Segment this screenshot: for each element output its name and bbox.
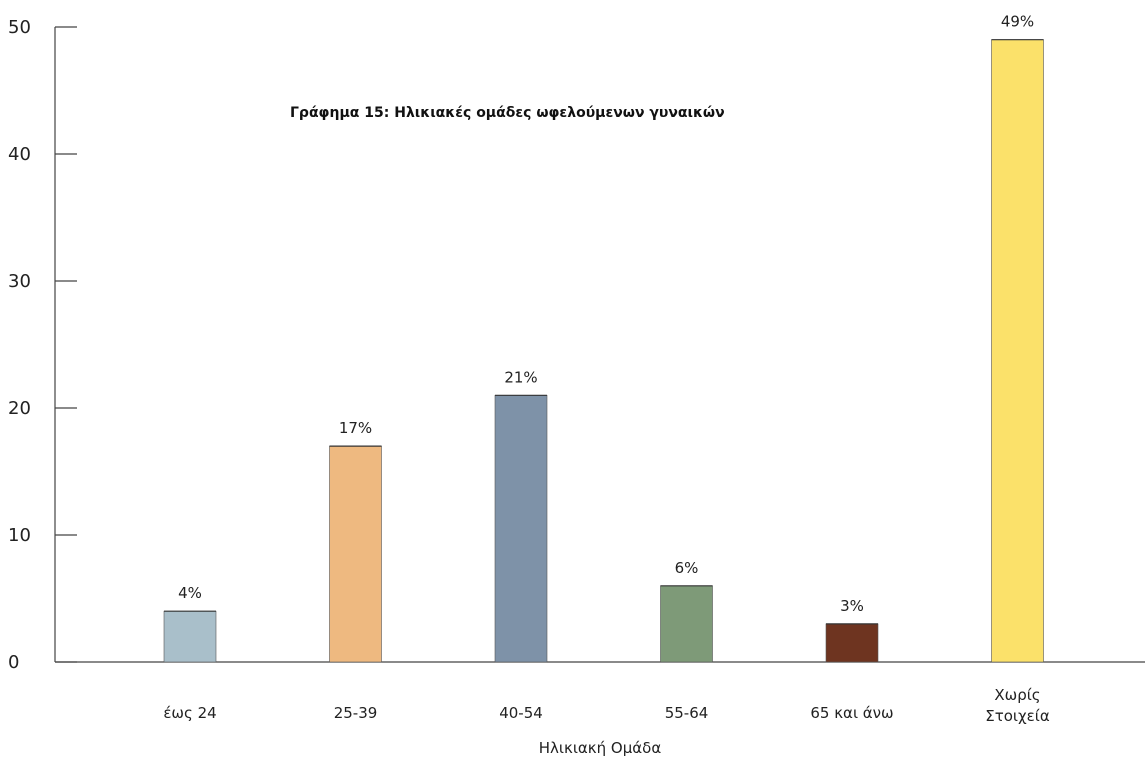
bar xyxy=(494,394,548,663)
y-tick-label: 20 xyxy=(8,398,31,419)
x-tick-label: 25-39 xyxy=(334,704,378,722)
x-tick-label: 55-64 xyxy=(665,704,709,722)
x-tick-label: 65 και άνω xyxy=(810,704,893,722)
bar xyxy=(329,445,382,663)
bar xyxy=(660,585,713,663)
data-label: 4% xyxy=(178,584,202,602)
data-label: 17% xyxy=(339,419,372,437)
y-tick-label: 30 xyxy=(8,271,31,292)
x-tick-label: έως 24 xyxy=(163,704,216,722)
x-tick-label: Χωρίς Στοιχεία xyxy=(985,686,1050,725)
bars xyxy=(163,39,1044,663)
x-tick-label: 40-54 xyxy=(499,704,543,722)
data-label: 3% xyxy=(840,597,864,615)
bar xyxy=(991,39,1044,663)
data-label: 6% xyxy=(675,559,699,577)
y-tick-label: 40 xyxy=(8,144,31,165)
data-label: 49% xyxy=(1001,13,1034,31)
y-tick-label: 10 xyxy=(8,525,31,546)
x-axis-label: Ηλικιακή Ομάδα xyxy=(539,739,662,757)
y-tick-label: 50 xyxy=(8,17,31,38)
data-labels: 4% 17% 21% 6% 3% 49% xyxy=(178,13,1034,615)
chart-title: Γράφημα 15: Ηλικιακές ομάδες ωφελούμενων… xyxy=(290,105,725,121)
bar xyxy=(825,623,879,663)
y-tick-label: 0 xyxy=(8,652,19,673)
data-label: 21% xyxy=(504,368,537,386)
bar xyxy=(163,610,217,663)
axes xyxy=(54,27,1145,663)
x-axis-tick-labels: έως 24 25-39 40-54 55-64 65 και άνω Χωρίς Στοι… xyxy=(163,686,1050,725)
y-axis-ticks: 0 10 20 30 40 50 xyxy=(8,17,77,673)
